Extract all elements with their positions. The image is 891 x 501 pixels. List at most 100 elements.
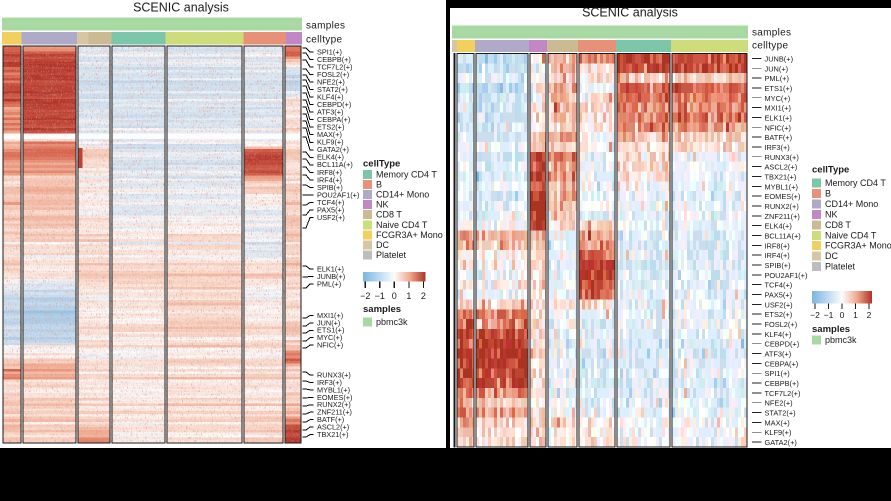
svg-text:ETS1(+): ETS1(+) <box>317 326 344 335</box>
svg-text:samples: samples <box>812 324 850 335</box>
svg-text:SPIB(+): SPIB(+) <box>317 183 343 192</box>
svg-text:celltype: celltype <box>752 41 788 52</box>
svg-text:TBX21(+): TBX21(+) <box>765 172 797 181</box>
svg-text:pbmc3k: pbmc3k <box>825 335 857 345</box>
svg-text:−1: −1 <box>375 291 385 301</box>
svg-text:−2: −2 <box>360 291 370 301</box>
svg-text:ZNF211(+): ZNF211(+) <box>317 408 352 417</box>
svg-text:USF2(+): USF2(+) <box>317 213 345 222</box>
svg-text:ATF3(+): ATF3(+) <box>317 108 343 117</box>
svg-text:NK: NK <box>376 200 389 210</box>
svg-text:TCF4(+): TCF4(+) <box>765 281 793 290</box>
svg-text:PML(+): PML(+) <box>317 279 341 288</box>
svg-text:BATF(+): BATF(+) <box>317 415 344 424</box>
svg-text:FOSL2(+): FOSL2(+) <box>317 70 349 79</box>
svg-text:Naive CD4 T: Naive CD4 T <box>825 230 877 240</box>
svg-text:−1: −1 <box>824 310 834 320</box>
svg-text:GATA2(+): GATA2(+) <box>317 145 349 154</box>
svg-text:KLF4(+): KLF4(+) <box>317 93 344 102</box>
svg-text:Memory CD4 T: Memory CD4 T <box>825 178 886 188</box>
svg-text:ELK4(+): ELK4(+) <box>765 222 792 231</box>
svg-text:ELK1(+): ELK1(+) <box>765 113 792 122</box>
svg-text:DC: DC <box>825 251 838 261</box>
svg-text:PAX5(+): PAX5(+) <box>765 291 793 300</box>
svg-text:ETS2(+): ETS2(+) <box>765 310 793 319</box>
svg-text:JUN(+): JUN(+) <box>765 64 789 73</box>
svg-text:ETS1(+): ETS1(+) <box>765 84 793 93</box>
svg-text:IRF4(+): IRF4(+) <box>765 251 790 260</box>
svg-text:IRF3(+): IRF3(+) <box>765 143 790 152</box>
svg-text:SPI1(+): SPI1(+) <box>765 369 790 378</box>
svg-text:BCL11A(+): BCL11A(+) <box>317 160 353 169</box>
svg-text:0: 0 <box>392 291 397 301</box>
svg-text:SCENIC analysis: SCENIC analysis <box>582 6 678 20</box>
svg-text:MYBL1(+): MYBL1(+) <box>317 385 350 394</box>
svg-text:SPI1(+): SPI1(+) <box>317 47 342 56</box>
svg-text:GATA2(+): GATA2(+) <box>765 438 797 447</box>
svg-text:ASCL2(+): ASCL2(+) <box>317 423 349 432</box>
svg-text:2: 2 <box>867 310 872 320</box>
svg-text:IRF3(+): IRF3(+) <box>317 378 342 387</box>
svg-text:FCGR3A+ Mono: FCGR3A+ Mono <box>376 230 443 240</box>
svg-text:JUNB(+): JUNB(+) <box>765 54 794 63</box>
svg-text:cellType: cellType <box>812 165 849 176</box>
svg-text:MXI1(+): MXI1(+) <box>317 311 343 320</box>
svg-text:JUNB(+): JUNB(+) <box>317 272 345 281</box>
svg-text:cellType: cellType <box>363 159 400 170</box>
svg-text:RUNX2(+): RUNX2(+) <box>765 202 799 211</box>
svg-text:pbmc3k: pbmc3k <box>376 317 408 327</box>
svg-text:IRF8(+): IRF8(+) <box>317 168 342 177</box>
svg-text:MXI1(+): MXI1(+) <box>765 104 792 113</box>
svg-text:1: 1 <box>406 291 411 301</box>
svg-text:CEBPB(+): CEBPB(+) <box>765 379 799 388</box>
svg-text:TCF4(+): TCF4(+) <box>317 198 344 207</box>
svg-text:POU2AF1(+): POU2AF1(+) <box>317 190 359 199</box>
svg-text:samples: samples <box>752 27 791 38</box>
svg-text:STAT2(+): STAT2(+) <box>317 85 348 94</box>
svg-text:Naive CD4 T: Naive CD4 T <box>376 220 428 230</box>
svg-text:POU2AF1(+): POU2AF1(+) <box>765 271 808 280</box>
svg-text:NFE2(+): NFE2(+) <box>765 399 793 408</box>
svg-text:Platelet: Platelet <box>376 250 407 260</box>
svg-text:PAX5(+): PAX5(+) <box>317 205 344 214</box>
svg-text:SPIB(+): SPIB(+) <box>765 261 791 270</box>
svg-text:JUN(+): JUN(+) <box>317 318 340 327</box>
svg-text:0: 0 <box>840 310 845 320</box>
svg-text:2: 2 <box>421 291 426 301</box>
svg-text:MAX(+): MAX(+) <box>765 418 790 427</box>
svg-text:CEBPD(+): CEBPD(+) <box>317 100 351 109</box>
svg-text:samples: samples <box>363 304 401 315</box>
svg-text:MYC(+): MYC(+) <box>317 333 342 342</box>
svg-text:CEBPA(+): CEBPA(+) <box>765 359 799 368</box>
svg-text:CD14+ Mono: CD14+ Mono <box>376 190 429 200</box>
svg-text:1: 1 <box>853 310 858 320</box>
svg-text:NFIC(+): NFIC(+) <box>317 341 343 350</box>
svg-text:NFIC(+): NFIC(+) <box>765 123 791 132</box>
svg-text:ELK1(+): ELK1(+) <box>317 264 344 273</box>
svg-text:TBX21(+): TBX21(+) <box>317 430 348 439</box>
svg-text:Memory CD4 T: Memory CD4 T <box>376 170 437 180</box>
svg-text:B: B <box>376 180 382 190</box>
svg-text:TCF7L2(+): TCF7L2(+) <box>317 62 352 71</box>
svg-text:CEBPA(+): CEBPA(+) <box>317 115 350 124</box>
svg-text:STAT2(+): STAT2(+) <box>765 409 796 418</box>
svg-text:PML(+): PML(+) <box>765 74 789 83</box>
svg-text:MAX(+): MAX(+) <box>317 130 342 139</box>
svg-text:FCGR3A+ Mono: FCGR3A+ Mono <box>825 241 891 251</box>
svg-text:B: B <box>825 188 831 198</box>
svg-text:CD14+ Mono: CD14+ Mono <box>825 199 878 209</box>
svg-text:RUNX3(+): RUNX3(+) <box>317 370 351 379</box>
svg-text:Platelet: Platelet <box>825 262 856 272</box>
svg-text:KLF9(+): KLF9(+) <box>765 428 792 437</box>
svg-text:NK: NK <box>825 209 838 219</box>
svg-text:ZNF211(+): ZNF211(+) <box>765 212 800 221</box>
svg-text:ETS2(+): ETS2(+) <box>317 123 344 132</box>
svg-text:TCF7L2(+): TCF7L2(+) <box>765 389 801 398</box>
svg-text:CEBPD(+): CEBPD(+) <box>765 340 800 349</box>
svg-text:IRF8(+): IRF8(+) <box>765 241 790 250</box>
svg-text:USF2(+): USF2(+) <box>765 300 793 309</box>
svg-text:RUNX2(+): RUNX2(+) <box>317 400 351 409</box>
svg-text:CD8 T: CD8 T <box>825 220 851 230</box>
svg-text:EOMES(+): EOMES(+) <box>765 192 801 201</box>
svg-text:FOSL2(+): FOSL2(+) <box>765 320 798 329</box>
